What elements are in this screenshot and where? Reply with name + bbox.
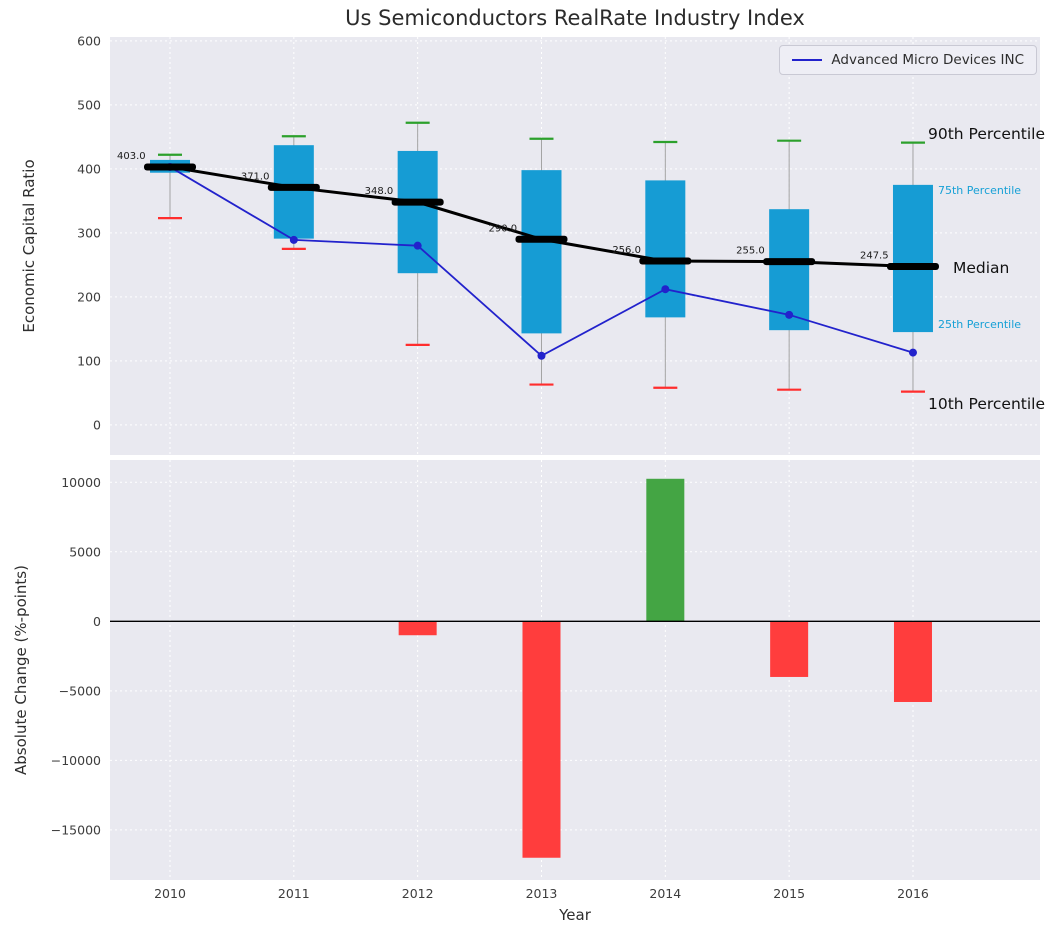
amd-marker-2015 (785, 310, 794, 319)
svg-text:256.0: 256.0 (612, 245, 641, 256)
amd-marker-2016 (908, 348, 917, 357)
svg-text:2012: 2012 (402, 886, 434, 901)
median-markers (144, 163, 939, 270)
chart-title: Us Semiconductors RealRate Industry Inde… (345, 6, 805, 30)
median-marker-2016 (886, 262, 939, 270)
legend: Advanced Micro Devices INC (779, 45, 1037, 75)
svg-text:0: 0 (93, 614, 101, 629)
bars-group (398, 478, 932, 858)
iqr-box-2012 (397, 150, 438, 274)
x-tick-labels: 2010 2011 2012 2013 2014 2015 2016 (154, 886, 929, 901)
iqr-box-2015 (769, 209, 810, 331)
iqr-box-2014 (645, 180, 686, 318)
median-value-labels: 403.0 371.0 348.0 290.0 256.0 255.0 247.5 (117, 151, 889, 262)
bottom-y-tick-labels: −15000 −10000 −5000 0 5000 10000 (51, 475, 101, 838)
svg-text:−15000: −15000 (51, 822, 101, 837)
top-y-tick-labels: 0 100 200 300 400 500 600 (77, 33, 101, 432)
svg-text:−10000: −10000 (51, 753, 101, 768)
median-marker-2011 (267, 183, 320, 191)
svg-text:0: 0 (93, 417, 101, 432)
bar-2014 (646, 478, 685, 622)
svg-text:5000: 5000 (69, 544, 101, 559)
median-marker-2012 (391, 198, 444, 206)
x-axis-label: Year (559, 906, 591, 924)
amd-marker-2012 (413, 241, 422, 250)
svg-text:400: 400 (77, 161, 101, 176)
svg-text:2013: 2013 (526, 886, 558, 901)
svg-text:247.5: 247.5 (860, 250, 889, 261)
legend-line-sample (792, 59, 823, 61)
p10-percentile-label: 10th Percentile (928, 395, 1046, 413)
svg-text:2015: 2015 (773, 886, 805, 901)
svg-text:−5000: −5000 (59, 683, 101, 698)
median-marker-2010 (144, 163, 196, 171)
svg-text:290.0: 290.0 (488, 223, 517, 234)
amd-marker-2011 (289, 235, 298, 244)
p25-percentile-label: 25th Percentile (938, 318, 1022, 331)
svg-text:2010: 2010 (154, 886, 186, 901)
svg-text:10000: 10000 (61, 475, 101, 490)
bottom-plot-area (110, 460, 1040, 880)
median-marker-2014 (639, 257, 692, 265)
p90-percentile-label: 90th Percentile (928, 125, 1046, 143)
bar-2016 (893, 621, 932, 702)
bottom-y-axis-label: Absolute Change (%-points) (12, 565, 30, 775)
p75-percentile-label: 75th Percentile (938, 184, 1022, 197)
bar-2015 (770, 621, 809, 677)
amd-marker-2013 (537, 351, 546, 360)
legend-label: Advanced Micro Devices INC (831, 52, 1024, 68)
svg-text:200: 200 (77, 289, 101, 304)
bar-2012 (398, 621, 437, 636)
svg-text:500: 500 (77, 97, 101, 112)
svg-text:403.0: 403.0 (117, 151, 146, 162)
iqr-box-2016 (892, 184, 933, 333)
svg-text:600: 600 (77, 33, 101, 48)
median-marker-2015 (763, 258, 816, 266)
svg-text:300: 300 (77, 225, 101, 240)
svg-text:348.0: 348.0 (365, 186, 394, 197)
iqr-box-2011 (273, 145, 314, 239)
svg-text:2016: 2016 (897, 886, 929, 901)
bar-2013 (522, 621, 561, 858)
top-y-axis-label: Economic Capital Ratio (20, 159, 38, 333)
median-side-label: Median (953, 259, 1010, 277)
svg-text:2011: 2011 (278, 886, 310, 901)
amd-marker-2014 (661, 285, 670, 294)
median-marker-2013 (515, 235, 568, 243)
svg-text:2014: 2014 (649, 886, 681, 901)
caps-group (158, 121, 925, 393)
iqr-box-2013 (521, 170, 562, 334)
top-grid (110, 37, 1040, 455)
svg-text:100: 100 (77, 353, 101, 368)
boxes-group (150, 145, 933, 334)
svg-text:371.0: 371.0 (241, 171, 270, 182)
svg-text:255.0: 255.0 (736, 246, 765, 257)
